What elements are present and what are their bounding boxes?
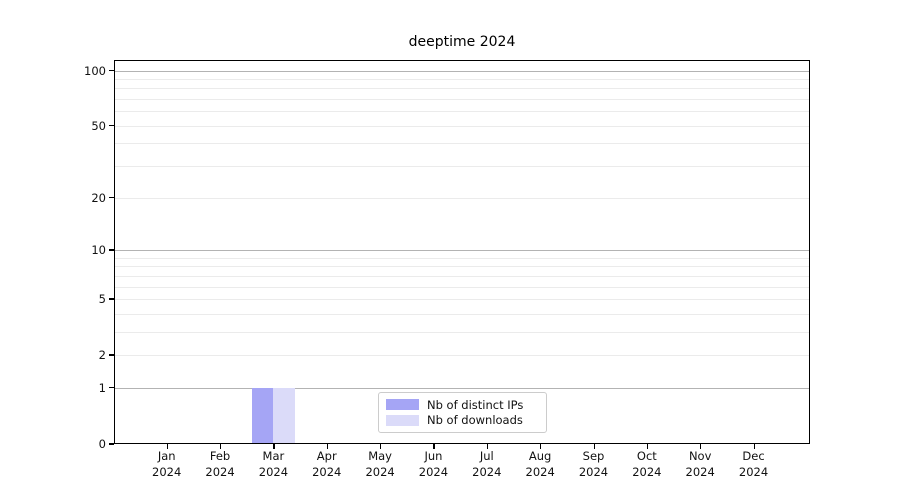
- gridline-minor-30: [115, 166, 809, 168]
- y-axis-label-20: 20: [91, 190, 106, 205]
- gridline-minor-40: [115, 143, 809, 145]
- gridline-minor-90: [115, 78, 809, 80]
- x-tick-mark-feb: [220, 444, 222, 449]
- legend-label-distinct-ips: Nb of distinct IPs: [427, 397, 524, 412]
- legend-swatch-distinct-ips: [386, 399, 419, 411]
- x-axis-label-dec: Dec 2024: [738, 449, 769, 479]
- y-tick-mark-100: [109, 69, 114, 72]
- x-axis-label-jun: Jun 2024: [418, 449, 449, 479]
- y-axis-label-50: 50: [91, 118, 106, 133]
- x-axis-label-sep: Sep 2024: [578, 449, 609, 479]
- gridline-minor-50: [115, 125, 809, 127]
- gridline-minor-7: [115, 275, 809, 277]
- gridline-minor-60: [115, 111, 809, 113]
- gridline-minor-5: [115, 298, 809, 300]
- y-tick-mark-50: [109, 125, 114, 127]
- bar-nb-of-downloads-mar: [273, 387, 295, 443]
- gridline-minor-3: [115, 331, 809, 333]
- gridline-major-100: [115, 70, 809, 72]
- legend-swatch-downloads: [386, 414, 419, 426]
- x-tick-mark-may: [380, 444, 382, 449]
- gridline-major-1: [115, 387, 809, 389]
- x-tick-mark-mar: [273, 444, 275, 449]
- gridline-minor-4: [115, 313, 809, 315]
- y-tick-mark-10: [109, 249, 114, 251]
- y-axis-label-0: 0: [98, 437, 106, 451]
- x-tick-mark-sep: [593, 444, 595, 449]
- x-tick-mark-jul: [486, 444, 488, 449]
- y-axis-label-5: 5: [98, 291, 106, 306]
- x-tick-mark-jun: [433, 444, 435, 449]
- gridline-minor-6: [115, 286, 809, 288]
- gridline-minor-80: [115, 88, 809, 90]
- gridline-minor-20: [115, 197, 809, 199]
- y-axis-label-1: 1: [98, 380, 106, 395]
- y-axis-label-100: 100: [84, 63, 106, 78]
- x-tick-mark-apr: [326, 444, 328, 449]
- bar-nb-of-distinct-ips-mar: [252, 387, 274, 443]
- x-axis-label-oct: Oct 2024: [632, 449, 662, 479]
- legend-item-distinct-ips: Nb of distinct IPs: [386, 398, 539, 412]
- x-axis-label-nov: Nov 2024: [685, 449, 715, 479]
- gridline-major-10: [115, 249, 809, 251]
- plot-area: [114, 60, 810, 444]
- x-axis-label-mar: Mar 2024: [258, 449, 289, 479]
- x-tick-mark-dec: [753, 444, 755, 449]
- legend-label-downloads: Nb of downloads: [427, 413, 523, 428]
- gridline-minor-70: [115, 99, 809, 101]
- y-tick-mark-1: [109, 387, 114, 389]
- gridline-minor-9: [115, 257, 809, 259]
- y-tick-mark-2: [109, 354, 114, 356]
- y-axis-label-2: 2: [98, 348, 106, 363]
- y-axis-label-10: 10: [91, 242, 106, 257]
- gridline-minor-8: [115, 266, 809, 268]
- y-tick-mark-5: [109, 298, 114, 300]
- x-tick-mark-nov: [700, 444, 702, 449]
- x-axis-label-apr: Apr 2024: [312, 449, 342, 479]
- x-axis-label-aug: Aug 2024: [525, 449, 555, 479]
- x-tick-mark-oct: [646, 444, 649, 449]
- x-axis-label-jan: Jan 2024: [152, 449, 182, 479]
- x-axis-label-jul: Jul 2024: [472, 449, 502, 479]
- legend: Nb of distinct IPs Nb of downloads: [378, 392, 547, 433]
- x-axis-label-feb: Feb 2024: [205, 449, 235, 479]
- legend-item-downloads: Nb of downloads: [386, 413, 539, 427]
- y-tick-mark-0: [109, 443, 114, 445]
- gridline-minor-2: [115, 355, 809, 357]
- x-axis-label-may: May 2024: [365, 449, 395, 479]
- y-tick-mark-20: [109, 197, 114, 199]
- x-tick-mark-jan: [166, 444, 168, 449]
- chart-title: deeptime 2024: [408, 34, 516, 50]
- x-tick-mark-aug: [540, 444, 542, 449]
